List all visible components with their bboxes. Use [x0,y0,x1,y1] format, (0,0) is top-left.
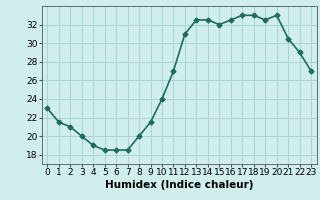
X-axis label: Humidex (Indice chaleur): Humidex (Indice chaleur) [105,180,253,190]
